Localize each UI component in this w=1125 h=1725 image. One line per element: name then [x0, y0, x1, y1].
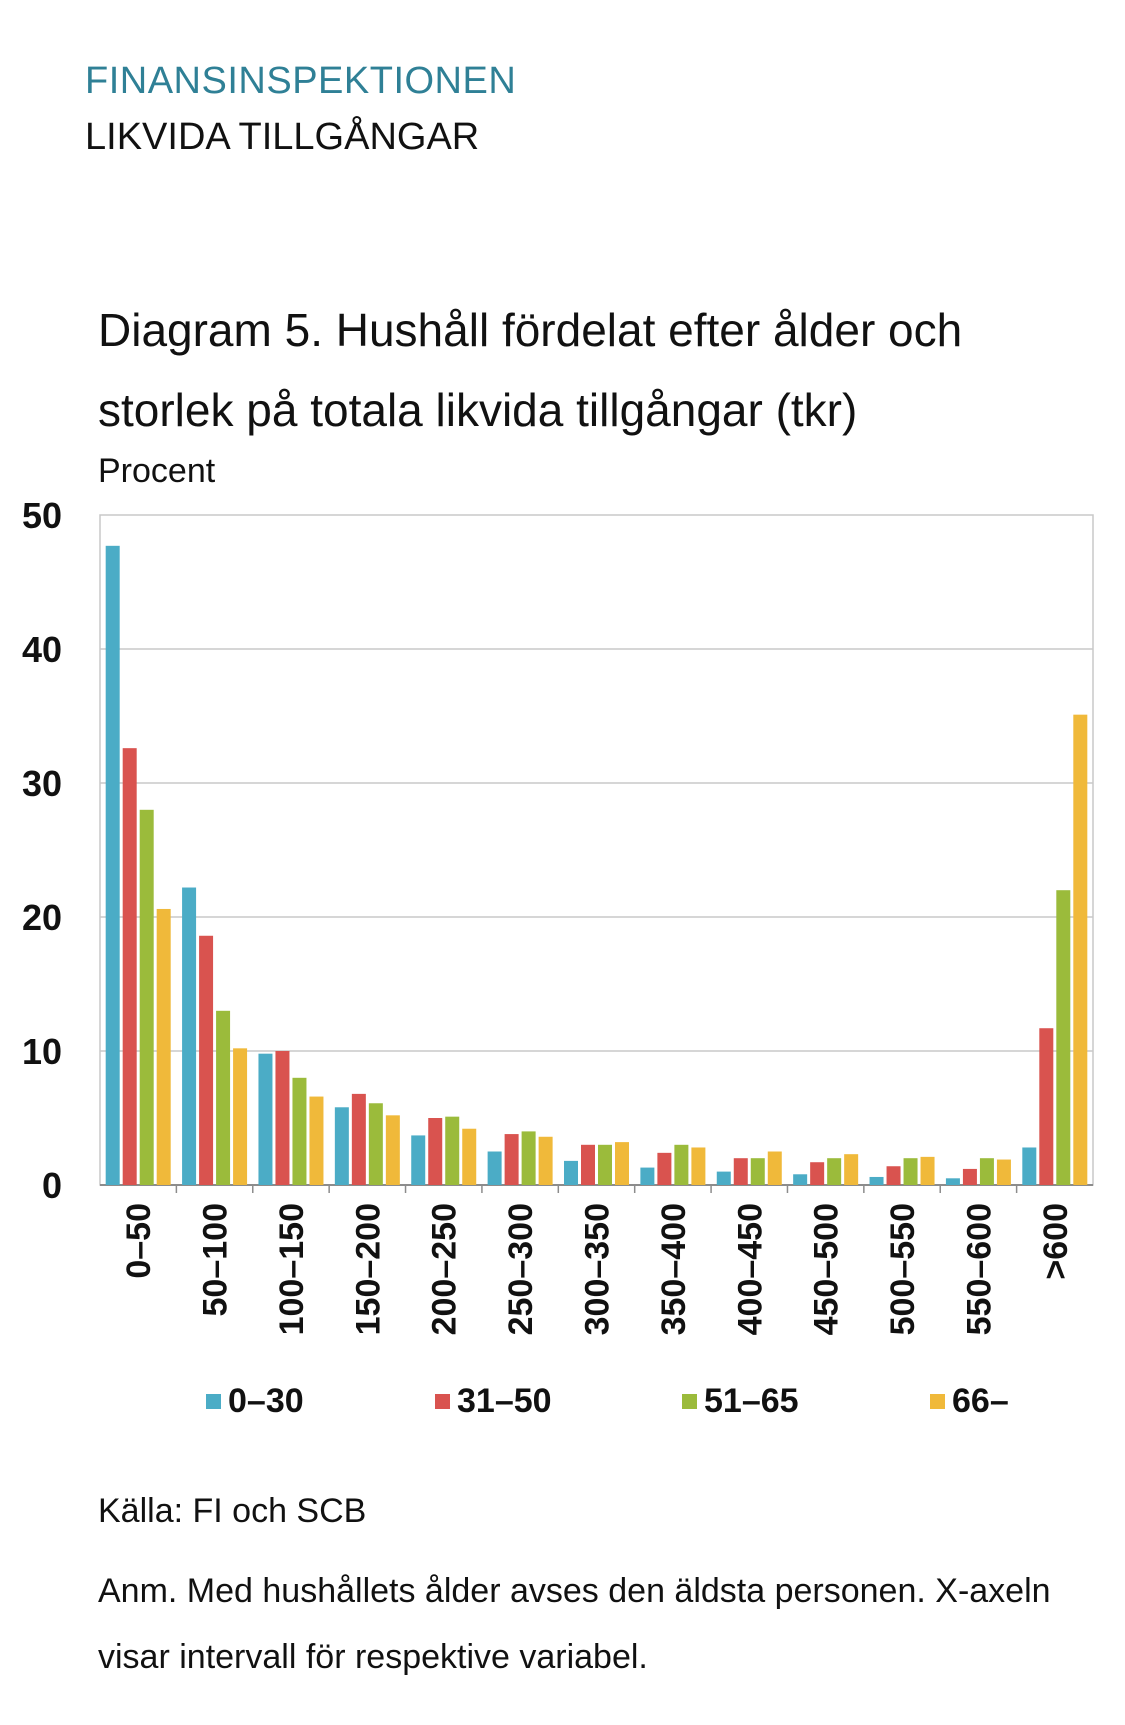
- annotation-note: Anm. Med hushållets ålder avses den älds…: [98, 1572, 1051, 1676]
- bar: [564, 1160, 578, 1185]
- bar: [1073, 714, 1088, 1185]
- bar-chart: 0 10 20 30 40 50 0–50 50–100 100–150 150–200 200–2…: [22, 495, 1094, 1420]
- legend-swatch: [435, 1394, 450, 1409]
- bar: [275, 1051, 290, 1185]
- bar: [810, 1162, 825, 1185]
- bar: [920, 1156, 935, 1185]
- y-tick-label: 40: [22, 629, 62, 670]
- bar: [767, 1151, 782, 1185]
- x-tick-label: 250–300: [502, 1203, 540, 1335]
- x-tick-label: 50–100: [197, 1203, 235, 1316]
- bar: [258, 1053, 273, 1185]
- bar: [979, 1158, 994, 1185]
- y-tick-label: 0: [42, 1165, 62, 1206]
- bar: [385, 1115, 400, 1185]
- section-title: LIKVIDA TILLGÅNGAR: [85, 116, 480, 158]
- bar: [640, 1167, 655, 1185]
- bar: [139, 809, 154, 1185]
- x-tick-label: 0–50: [120, 1203, 158, 1279]
- bar: [844, 1154, 859, 1185]
- bar: [903, 1158, 918, 1185]
- bar: [199, 935, 214, 1185]
- y-tick-label: 50: [22, 495, 62, 536]
- bar: [1022, 1147, 1037, 1185]
- legend-label: 51–65: [704, 1382, 799, 1420]
- bar: [122, 748, 137, 1185]
- x-tick-label: 350–400: [655, 1203, 693, 1335]
- bar: [216, 1010, 231, 1185]
- bar: [538, 1136, 553, 1185]
- legend-swatch: [682, 1394, 697, 1409]
- bar: [504, 1134, 519, 1185]
- bar: [716, 1171, 731, 1185]
- bar: [869, 1176, 884, 1185]
- bar: [411, 1135, 426, 1185]
- y-axis-unit: Procent: [98, 452, 216, 490]
- bar: [827, 1158, 842, 1185]
- x-tick-label: 400–450: [731, 1203, 769, 1335]
- chart-title: Diagram 5. Hushåll fördelat efter ålder …: [98, 304, 963, 436]
- legend-label: 0–30: [228, 1382, 304, 1420]
- bar: [691, 1147, 706, 1185]
- bar: [487, 1151, 502, 1185]
- x-tick-label: 300–350: [579, 1203, 617, 1335]
- bar: [581, 1144, 595, 1185]
- x-tick-label: 500–550: [884, 1203, 922, 1335]
- bar: [233, 1048, 248, 1185]
- y-tick-label: 20: [22, 897, 62, 938]
- bar: [351, 1093, 366, 1185]
- bar: [996, 1159, 1011, 1185]
- legend-label: 66–: [952, 1382, 1009, 1420]
- bar: [598, 1144, 612, 1185]
- bar: [309, 1096, 324, 1185]
- bar: [156, 908, 171, 1185]
- bar: [615, 1142, 629, 1185]
- bar: [1056, 890, 1071, 1185]
- y-tick-label: 30: [22, 763, 62, 804]
- y-tick-label: 10: [22, 1031, 62, 1072]
- x-tick-label: 100–150: [273, 1203, 311, 1335]
- bar: [462, 1128, 477, 1185]
- x-tick-label: 150–200: [349, 1203, 387, 1335]
- bar: [962, 1168, 977, 1185]
- x-tick-label: >600: [1037, 1203, 1075, 1280]
- bar: [793, 1174, 808, 1185]
- bar: [750, 1158, 765, 1185]
- plot-area: [99, 514, 1094, 1186]
- bar: [521, 1131, 536, 1185]
- legend-label: 31–50: [457, 1382, 552, 1420]
- bar: [182, 887, 197, 1185]
- bar: [733, 1158, 748, 1185]
- bar: [1039, 1028, 1054, 1185]
- bar: [368, 1103, 383, 1185]
- bar: [292, 1077, 307, 1185]
- organization-name: FINANSINSPEKTIONEN: [85, 60, 517, 102]
- bar: [334, 1107, 349, 1185]
- legend-swatch: [206, 1394, 221, 1409]
- x-tick-label: 550–600: [960, 1203, 998, 1335]
- bar: [428, 1118, 443, 1185]
- x-tick-label: 200–250: [426, 1203, 464, 1335]
- legend-swatch: [930, 1394, 945, 1409]
- bar: [674, 1144, 689, 1185]
- bar: [945, 1178, 960, 1185]
- source-note: Källa: FI och SCB: [98, 1492, 367, 1530]
- bar: [105, 545, 120, 1185]
- bar: [445, 1116, 460, 1185]
- bar: [886, 1166, 901, 1185]
- x-tick-label: 450–500: [808, 1203, 846, 1335]
- bar: [657, 1152, 672, 1185]
